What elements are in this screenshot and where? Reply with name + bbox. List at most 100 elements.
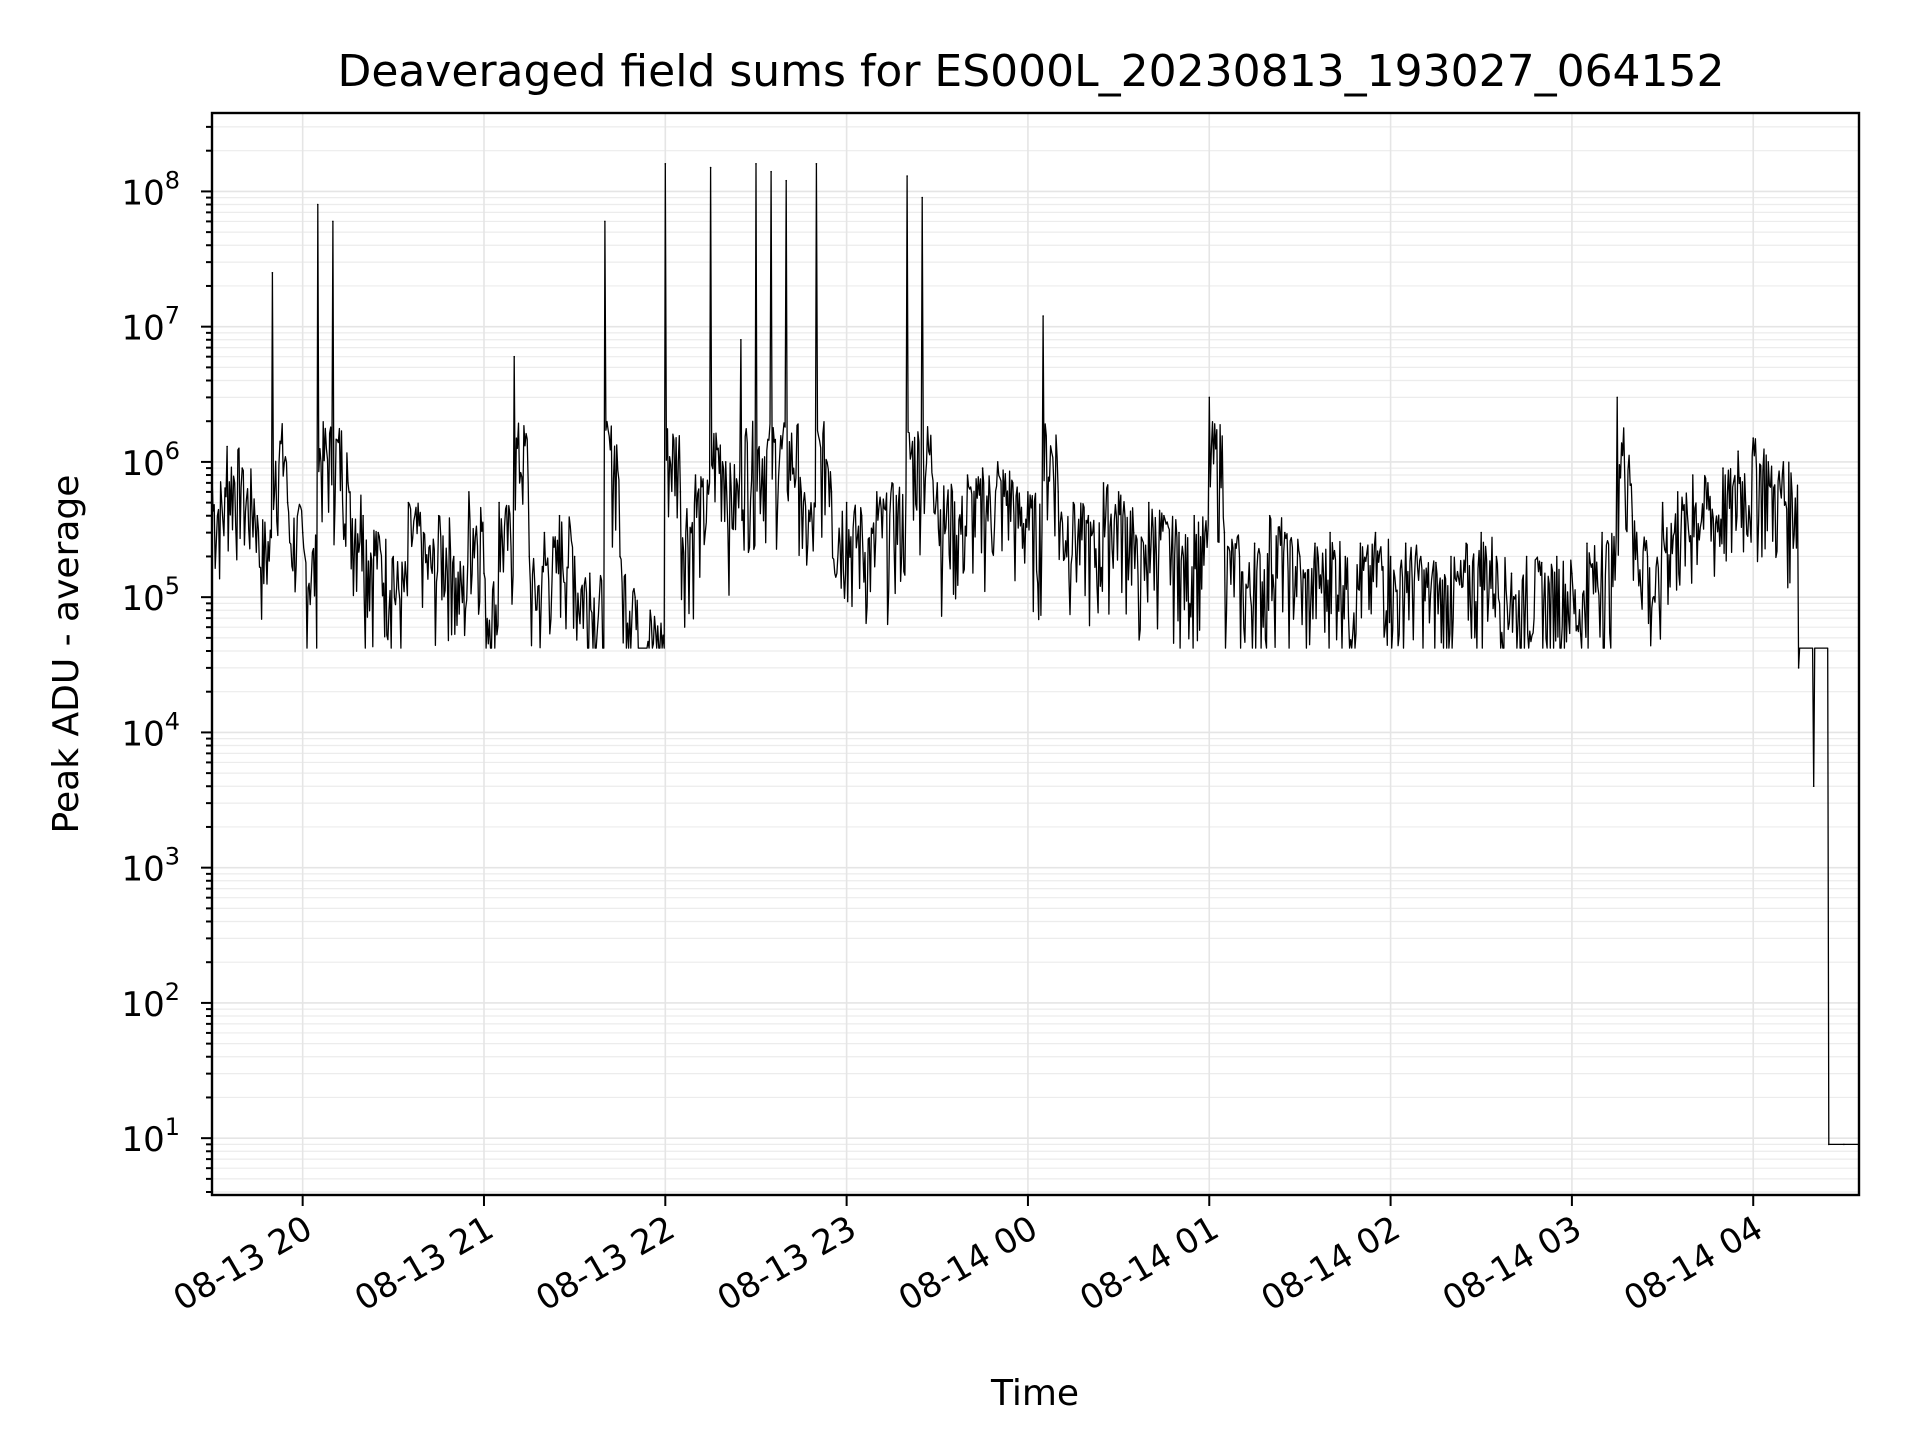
data-point [1420, 555, 1422, 558]
y-tick-label-base: 10 [121, 173, 164, 213]
y-tick-label: 105 [121, 572, 180, 619]
data-point [1132, 531, 1135, 534]
data-point [679, 491, 682, 493]
data-point [1782, 461, 1785, 463]
data-point [1540, 561, 1543, 564]
data-point [1480, 531, 1482, 534]
data-point [966, 474, 969, 476]
data-point [558, 514, 561, 517]
y-tick-label-exponent: 8 [165, 166, 180, 194]
y-tick-label-base: 10 [121, 579, 164, 619]
data-point [468, 491, 470, 493]
y-tick-label-base: 10 [121, 985, 164, 1025]
data-point [1314, 542, 1316, 545]
y-tick-label: 102 [121, 978, 180, 1025]
y-tick-label-exponent: 2 [165, 978, 180, 1006]
y-tick-label-base: 10 [121, 444, 164, 484]
data-point [1450, 555, 1452, 558]
data-point [785, 179, 787, 182]
y-tick-label-exponent: 1 [165, 1113, 180, 1141]
data-point [256, 514, 259, 517]
data-point [317, 203, 319, 206]
data-point [724, 461, 727, 463]
data-point [1571, 572, 1573, 575]
data-point [528, 555, 531, 558]
data-point [1344, 555, 1347, 558]
data-point [619, 555, 621, 558]
data-point [996, 461, 999, 463]
data-point [649, 609, 651, 612]
data-point [1148, 501, 1150, 504]
data-point [1631, 514, 1634, 517]
data-point [1299, 555, 1301, 558]
data-point [709, 166, 712, 169]
data-point [1178, 531, 1180, 534]
data-point [830, 491, 833, 493]
data-point [407, 501, 410, 504]
data-point [1268, 514, 1271, 517]
data-point [1163, 514, 1165, 517]
data-point [437, 514, 440, 517]
data-point [845, 501, 848, 504]
data-point [1359, 542, 1362, 545]
data-point [573, 555, 576, 558]
data-point [1707, 482, 1709, 484]
data-point [921, 196, 923, 199]
data-point [1238, 555, 1241, 558]
data-point [981, 467, 984, 469]
data-point [1072, 501, 1075, 504]
data-point [1253, 542, 1256, 545]
data-point [1556, 555, 1558, 558]
data-point [226, 445, 228, 448]
data-point [377, 531, 380, 534]
data-point [347, 482, 349, 484]
data-point [1012, 482, 1014, 484]
data-point [755, 163, 757, 165]
data-point [301, 531, 304, 534]
data-point [634, 596, 636, 598]
y-tick-label: 106 [121, 437, 180, 484]
y-tick-label-base: 10 [121, 309, 164, 349]
data-point [1102, 482, 1105, 484]
data-point [770, 170, 772, 173]
data-point [1601, 531, 1603, 534]
y-tick-label-base: 10 [121, 714, 164, 754]
data-point [1646, 555, 1649, 558]
y-tick-label-base: 10 [121, 850, 164, 890]
y-tick-label-exponent: 4 [165, 707, 180, 735]
data-point [1495, 555, 1498, 558]
data-point [891, 482, 893, 484]
data-point [664, 163, 667, 165]
data-point [589, 572, 591, 575]
data-point [1676, 491, 1679, 493]
data-point [815, 163, 818, 165]
data-point [1404, 542, 1407, 545]
y-tick-label: 103 [121, 843, 180, 890]
y-tick-label-exponent: 3 [165, 843, 180, 871]
data-point [1692, 474, 1694, 476]
data-series-line [211, 163, 1859, 1146]
data-point [1057, 491, 1059, 493]
data-point [1616, 396, 1618, 399]
data-point [271, 272, 274, 274]
data-point [1828, 1143, 1830, 1146]
data-point [543, 531, 546, 534]
data-point [876, 491, 878, 493]
data-point [1722, 467, 1724, 469]
data-point [1329, 531, 1331, 534]
x-axis-label: Time [990, 1373, 1079, 1414]
data-point [1117, 491, 1120, 493]
plot-frame [210, 111, 1861, 1197]
data-point [1087, 514, 1090, 517]
data-point [1435, 561, 1437, 564]
data-point [1586, 542, 1588, 545]
y-tick-label-exponent: 6 [165, 437, 180, 465]
data-point [694, 474, 697, 476]
data-point [1042, 315, 1044, 317]
chart-title: Deaveraged field sums for ES000L_2023081… [337, 46, 1724, 97]
y-tick-label-base: 10 [121, 1120, 164, 1160]
data-point [1752, 437, 1754, 439]
data-layer [211, 163, 1860, 1146]
data-point [1223, 531, 1226, 534]
data-point [906, 175, 908, 177]
